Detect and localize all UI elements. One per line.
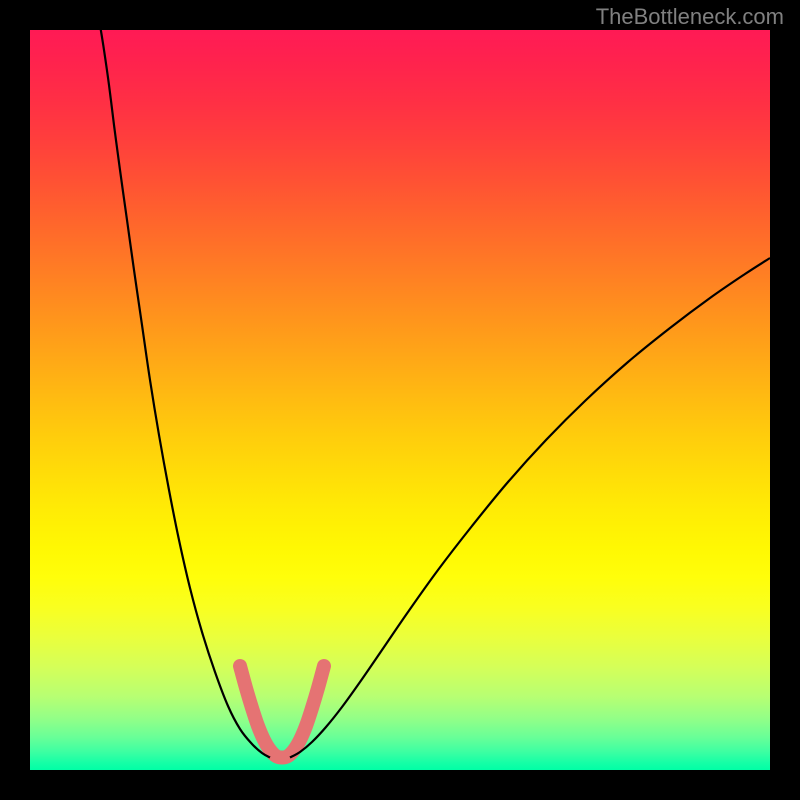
curves-layer [30, 30, 770, 770]
watermark-text: TheBottleneck.com [596, 4, 784, 30]
left-branch-curve [100, 25, 270, 758]
plot-area [30, 30, 770, 770]
right-branch-curve [290, 258, 770, 758]
